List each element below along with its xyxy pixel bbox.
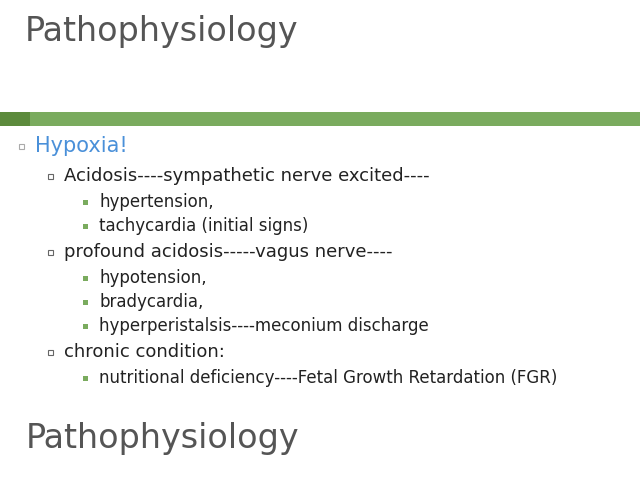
Text: Pathophysiology: Pathophysiology xyxy=(26,422,300,455)
Bar xyxy=(30,112,640,126)
Text: nutritional deficiency----Fetal Growth Retardation (FGR): nutritional deficiency----Fetal Growth R… xyxy=(99,369,557,387)
Text: chronic condition:: chronic condition: xyxy=(64,343,225,361)
Text: Acidosis----sympathetic nerve excited----: Acidosis----sympathetic nerve excited---… xyxy=(64,167,429,185)
Text: bradycardia,: bradycardia, xyxy=(99,293,204,311)
Text: Pathophysiology: Pathophysiology xyxy=(25,15,299,48)
Text: tachycardia (initial signs): tachycardia (initial signs) xyxy=(99,217,308,235)
Bar xyxy=(83,324,88,328)
Text: hypertension,: hypertension, xyxy=(99,193,214,211)
Text: hypotension,: hypotension, xyxy=(99,269,207,287)
Text: profound acidosis-----vagus nerve----: profound acidosis-----vagus nerve---- xyxy=(64,243,392,261)
Bar xyxy=(0,112,30,126)
Text: Hypoxia!: Hypoxia! xyxy=(35,136,128,156)
Bar xyxy=(48,173,53,179)
Bar xyxy=(83,300,88,304)
Bar xyxy=(83,224,88,228)
Bar xyxy=(83,375,88,381)
Bar xyxy=(48,250,53,254)
Bar xyxy=(83,200,88,204)
Bar xyxy=(48,349,53,355)
Text: hyperperistalsis----meconium discharge: hyperperistalsis----meconium discharge xyxy=(99,317,429,335)
Bar xyxy=(19,144,24,148)
Bar xyxy=(83,276,88,280)
